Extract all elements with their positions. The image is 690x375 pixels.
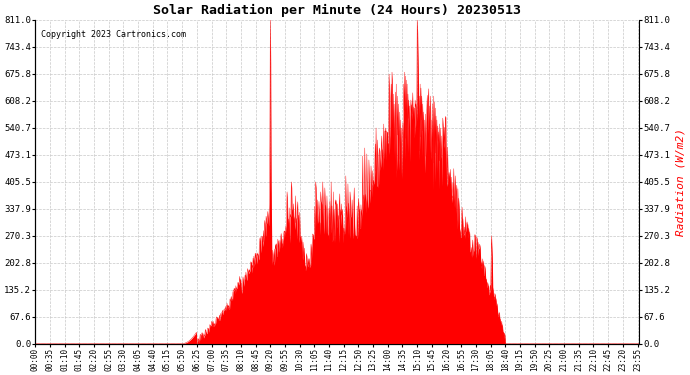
Y-axis label: Radiation (W/m2): Radiation (W/m2): [676, 128, 686, 236]
Text: Copyright 2023 Cartronics.com: Copyright 2023 Cartronics.com: [41, 30, 186, 39]
Title: Solar Radiation per Minute (24 Hours) 20230513: Solar Radiation per Minute (24 Hours) 20…: [153, 4, 521, 17]
